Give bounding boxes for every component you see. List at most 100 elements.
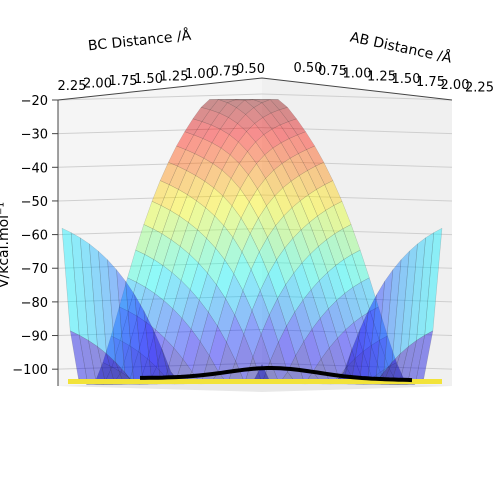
surface-patch	[344, 286, 363, 323]
surface-patch	[262, 112, 281, 130]
surface-patch	[211, 128, 230, 149]
surface-patch	[307, 165, 326, 190]
surface-patch	[326, 233, 345, 266]
grid-line	[57, 228, 263, 236]
y-tick-label: 0.75	[211, 65, 240, 80]
surface-patch	[317, 210, 336, 241]
surface-patch	[198, 237, 216, 274]
surface-patch	[232, 217, 251, 253]
surface-patch	[259, 236, 277, 275]
surface-patch	[237, 114, 256, 132]
surface-patch	[288, 118, 306, 136]
surface-patch	[202, 124, 221, 144]
surface-patch	[154, 265, 173, 301]
surface-patch	[324, 180, 343, 206]
surface-patch	[264, 147, 283, 171]
surface-patch	[181, 289, 200, 330]
surface-patch	[318, 239, 336, 273]
x-tick-label: 1.50	[392, 72, 421, 87]
surface-patch	[180, 253, 199, 291]
surface-patch	[243, 309, 262, 358]
surface-patch	[233, 251, 252, 292]
potential-energy-surface	[61, 99, 443, 385]
surface-patch	[267, 225, 285, 261]
surface-patch	[300, 222, 319, 255]
surface-patch	[151, 180, 170, 206]
surface-patch	[246, 123, 265, 143]
surface-patch	[245, 107, 264, 124]
surface-patch	[212, 147, 231, 171]
top-edge	[57, 77, 453, 101]
surface-patch	[190, 299, 209, 343]
grid-line	[57, 362, 263, 370]
surface-patch	[291, 200, 310, 231]
grid-line	[261, 228, 453, 236]
surface-patch	[107, 258, 126, 373]
surface-patch	[271, 124, 290, 144]
surface-patch	[311, 317, 330, 360]
surface-patch	[164, 308, 183, 349]
surface-patch	[171, 245, 190, 281]
surface-patch	[301, 253, 320, 291]
surface-patch	[217, 297, 235, 343]
surface-patch	[266, 195, 285, 227]
surface-patch	[145, 259, 164, 294]
grid-line	[261, 261, 453, 269]
surface-patch	[143, 200, 162, 230]
surface-patch	[270, 109, 289, 126]
surface-patch	[241, 232, 260, 271]
y-tick-label: 1.75	[109, 74, 138, 89]
surface-patch	[219, 117, 238, 135]
surface-patch	[189, 262, 208, 301]
surface-patch	[244, 99, 263, 108]
x-tick-label: 2.25	[465, 81, 494, 96]
surface-patch	[383, 258, 402, 373]
surface-patch	[179, 222, 198, 255]
surface-patch	[309, 245, 328, 281]
surface-patch	[137, 286, 155, 323]
surface-patch	[240, 201, 259, 234]
surface-patch	[215, 225, 234, 261]
surface-patch	[230, 163, 249, 190]
surface-patch	[239, 174, 258, 203]
surface-patch	[136, 254, 155, 288]
surface-patch	[162, 239, 181, 273]
surface-patch	[120, 345, 139, 379]
surface-patch	[351, 249, 370, 283]
surface-patch	[336, 292, 355, 331]
surface-patch	[261, 99, 280, 114]
surface-patch	[159, 161, 178, 186]
surface-patch	[205, 187, 224, 217]
grid-line	[57, 160, 263, 168]
surface-patch	[280, 138, 299, 159]
surface-patch	[129, 315, 147, 353]
axis-frame	[57, 77, 453, 386]
surface-patch	[213, 169, 232, 197]
surface-patch	[197, 207, 215, 239]
z-axis-label: V/kcal.mol⁻¹	[0, 202, 12, 288]
surface-patch	[292, 229, 311, 264]
surface-patch	[218, 102, 237, 118]
surface-patch	[290, 175, 309, 202]
surface-patch	[168, 165, 187, 190]
surface-patch	[163, 272, 182, 310]
surface-patch	[343, 254, 362, 288]
surface-patch	[276, 247, 295, 286]
surface-patch	[273, 163, 292, 189]
surface-patch	[369, 306, 388, 341]
surface-patch	[257, 177, 275, 207]
surface-patch	[424, 227, 443, 336]
surface-patch	[187, 175, 206, 202]
z-tick-label: −80	[21, 296, 48, 311]
x-tick-label: 0.50	[294, 61, 323, 76]
surface-patch	[269, 99, 289, 111]
surface-patch	[370, 339, 389, 373]
surface-patch	[201, 109, 220, 126]
surface-patch	[98, 250, 116, 363]
surface-patch	[192, 107, 211, 122]
surface-patch	[281, 157, 300, 182]
surface-patch	[298, 170, 317, 196]
reaction-trajectory	[140, 366, 413, 383]
surface-patch	[294, 299, 313, 343]
surface-patch	[173, 317, 192, 360]
